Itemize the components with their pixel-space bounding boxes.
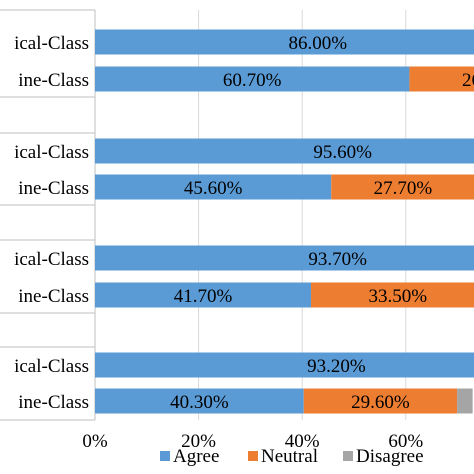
bar-segment (95, 282, 312, 308)
data-label: 33.50% (368, 286, 427, 307)
category-label: ical-Class (14, 33, 89, 54)
x-tick-label: 40% (285, 431, 320, 452)
bar-segment (95, 388, 304, 414)
legend-label: Disagree (356, 446, 424, 467)
data-label: 29.60% (351, 392, 410, 413)
bars (95, 29, 474, 414)
data-label: 27.70% (374, 178, 433, 199)
x-tick-labels: 0% 20% 40% 60% (82, 431, 423, 452)
data-labels: 86.00% 60.70% 26.7 95.60% 45.60% 27.70% 93.70%… (170, 33, 474, 413)
data-label: 26.7 (462, 70, 474, 91)
bar-segment (457, 388, 473, 414)
data-label: 93.70% (308, 249, 367, 270)
category-label: ine-Class (18, 286, 89, 307)
category-label: ical-Class (14, 142, 89, 163)
bar-segment (95, 138, 474, 164)
bar-segment (303, 388, 458, 414)
bar-segment (95, 29, 474, 55)
x-tick-label: 60% (388, 431, 423, 452)
x-tick-label: 0% (82, 431, 108, 452)
x-tick-label: 20% (181, 431, 216, 452)
bar-segment (331, 174, 474, 200)
bar-segment (95, 352, 474, 378)
category-label: ical-Class (14, 249, 89, 270)
category-label: ine-Class (18, 70, 89, 91)
bar-segment (95, 245, 474, 271)
legend-swatch (248, 451, 258, 461)
data-label: 95.60% (313, 142, 372, 163)
legend-label: Agree (173, 446, 219, 467)
category-label: ine-Class (18, 392, 89, 413)
data-label: 60.70% (223, 70, 282, 91)
category-label: ine-Class (18, 178, 89, 199)
bar-segment (95, 66, 410, 92)
data-label: 93.20% (307, 356, 366, 377)
bar-segment (311, 282, 474, 308)
legend-swatch (160, 451, 170, 461)
legend-swatch (343, 451, 353, 461)
category-axis: ical-Class ine-Class ical-Class ine-Class ic… (0, 9, 96, 421)
data-label: 40.30% (170, 392, 229, 413)
data-label: 45.60% (184, 178, 243, 199)
data-label: 86.00% (288, 33, 347, 54)
legend: Agree Neutral Disagree (160, 446, 424, 467)
legend-label: Neutral (261, 446, 318, 467)
bar-segment (95, 174, 332, 200)
data-label: 41.70% (174, 286, 233, 307)
category-label: ical-Class (14, 356, 89, 377)
bar-segment (409, 66, 474, 92)
